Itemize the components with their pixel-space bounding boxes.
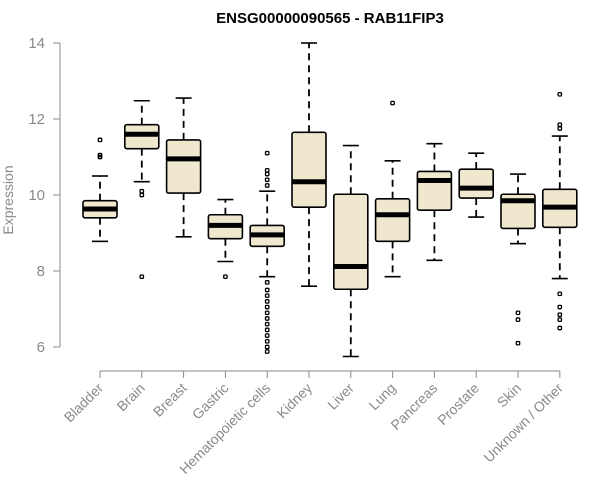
box-group-kidney <box>291 42 327 288</box>
box-group-brain <box>124 99 160 280</box>
iqr-box <box>332 193 369 291</box>
box-group-skin <box>500 173 536 346</box>
outlier-point <box>557 122 563 128</box>
box-group-breast <box>165 97 202 238</box>
outlier-point <box>264 327 270 333</box>
y-axis: 6 8 10 12 14 <box>28 35 61 356</box>
outlier-point <box>97 137 103 143</box>
outlier-point <box>264 183 270 188</box>
outlier-point <box>264 167 270 173</box>
outlier-point <box>264 344 270 350</box>
outlier-point <box>264 349 270 354</box>
iqr-box <box>165 139 202 194</box>
outlier-point <box>390 100 395 106</box>
y-tick-label: 14 <box>28 35 45 52</box>
outlier-point <box>515 340 521 346</box>
y-axis-label: Expression <box>0 165 16 234</box>
iqr-box <box>416 170 453 212</box>
outlier-point <box>264 316 270 321</box>
x-tick-label: Liver <box>324 380 357 413</box>
outlier-point <box>264 338 270 344</box>
outlier-point <box>139 192 145 198</box>
iqr-box <box>458 168 495 199</box>
outlier-point <box>223 274 228 280</box>
y-tick-label: 8 <box>37 263 45 280</box>
x-tick-label: Unknown / Other <box>480 380 566 466</box>
outlier-point <box>139 188 145 194</box>
outlier-point <box>264 293 270 299</box>
chart-title: ENSG00000090565 - RAB11FIP3 <box>216 10 444 27</box>
box-group-gastric <box>207 198 244 280</box>
iqr-box <box>374 198 411 243</box>
boxes-layer <box>82 42 578 358</box>
outlier-point <box>557 126 563 131</box>
box-group-liver <box>332 144 369 358</box>
outlier-point <box>557 304 563 310</box>
box-group-lung <box>374 100 411 278</box>
outlier-point <box>264 171 270 177</box>
outlier-point <box>557 312 563 318</box>
box-group-pancreas <box>416 142 453 262</box>
outlier-point <box>515 317 521 322</box>
y-tick-label: 12 <box>28 111 45 128</box>
outlier-point <box>557 291 563 297</box>
outlier-point <box>264 299 270 304</box>
outlier-point <box>557 91 563 97</box>
box-group-prostate <box>458 152 495 218</box>
x-tick-label: Bladder <box>61 380 107 426</box>
outlier-point <box>264 304 270 310</box>
box-group-bladder <box>82 137 118 243</box>
x-tick-label: Breast <box>150 380 190 420</box>
x-tick-label: Prostate <box>434 380 482 428</box>
outlier-point <box>97 152 103 158</box>
outlier-point <box>139 274 145 280</box>
box-group-hematopoietic-cells <box>249 150 285 354</box>
outlier-point <box>264 310 270 316</box>
outlier-point <box>557 317 563 322</box>
x-tick-label: Lung <box>365 380 398 413</box>
outlier-point <box>264 321 270 327</box>
outlier-point <box>264 177 270 183</box>
y-tick-label: 10 <box>28 187 45 204</box>
iqr-box <box>291 131 327 208</box>
y-tick-label: 6 <box>37 339 45 356</box>
box-group-unknown-other <box>541 91 578 331</box>
outlier-point <box>264 150 270 156</box>
outlier-point <box>515 310 521 316</box>
outlier-point <box>264 333 270 338</box>
x-tick-label: Brain <box>113 380 147 414</box>
outlier-point <box>557 325 563 331</box>
x-tick-label: Skin <box>494 380 525 411</box>
x-tick-label: Kidney <box>274 380 316 422</box>
outlier-point <box>264 287 270 293</box>
outlier-point <box>264 280 270 285</box>
